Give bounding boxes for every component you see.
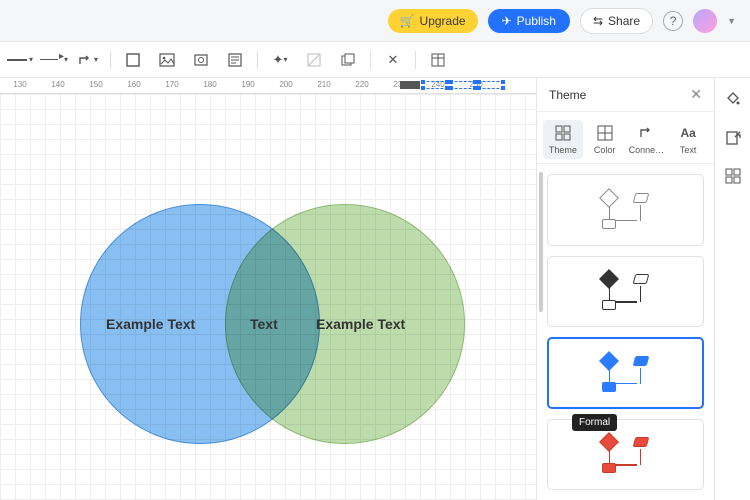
- ruler-tick: 180: [195, 80, 225, 89]
- tab-connector-label: Conne…: [629, 145, 665, 155]
- theme-list[interactable]: Formal: [537, 164, 714, 500]
- canvas[interactable]: Example Text Text Example Text: [0, 94, 536, 500]
- upgrade-label: Upgrade: [420, 14, 466, 28]
- upgrade-button[interactable]: 🛒 Upgrade: [388, 9, 478, 33]
- fill-icon[interactable]: [723, 90, 743, 110]
- tab-color-label: Color: [594, 145, 616, 155]
- note-tool[interactable]: [221, 47, 249, 73]
- ruler-tick: 130: [5, 80, 35, 89]
- theme-preview: [596, 189, 656, 231]
- main-area: 130140150160170180190200210220230240250 …: [0, 78, 750, 500]
- effects-tool[interactable]: ✦▾: [266, 47, 294, 73]
- ruler-tick: 190: [233, 80, 263, 89]
- theme-panel: Theme ✕ Theme Color Conne… Aa Text: [536, 78, 714, 500]
- separator: [110, 51, 111, 69]
- tab-theme-label: Theme: [549, 145, 577, 155]
- connector-tab-icon: [637, 124, 655, 142]
- tab-text[interactable]: Aa Text: [668, 120, 708, 159]
- color-icon: [596, 124, 614, 142]
- venn-label-right[interactable]: Example Text: [316, 316, 405, 332]
- scrollbar[interactable]: [539, 172, 543, 312]
- separator: [415, 51, 416, 69]
- theme-card-outline[interactable]: [547, 174, 704, 246]
- panel-header: Theme ✕: [537, 78, 714, 112]
- ruler-tick: 160: [119, 80, 149, 89]
- share-button[interactable]: ⇆ Share: [580, 8, 653, 34]
- connector-tool[interactable]: ▾: [74, 47, 102, 73]
- separator: [370, 51, 371, 69]
- send-icon: ✈: [502, 14, 512, 28]
- tab-theme[interactable]: Theme: [543, 120, 583, 159]
- cart-icon: 🛒: [400, 14, 415, 28]
- apps-icon[interactable]: [723, 166, 743, 186]
- square-icon: [125, 52, 141, 68]
- theme-icon: [554, 124, 572, 142]
- panel-tabs: Theme Color Conne… Aa Text: [537, 112, 714, 164]
- ruler-tick: 140: [43, 80, 73, 89]
- venn-label-left[interactable]: Example Text: [106, 316, 195, 332]
- help-icon[interactable]: ?: [663, 11, 683, 31]
- tab-connector[interactable]: Conne…: [627, 120, 667, 159]
- close-icon[interactable]: ✕: [690, 86, 702, 103]
- ruler-tick: 170: [157, 80, 187, 89]
- erase-tool[interactable]: [300, 47, 328, 73]
- note-icon: [227, 52, 243, 68]
- theme-card-formal[interactable]: Formal: [547, 419, 704, 491]
- theme-card-dark[interactable]: [547, 256, 704, 328]
- link-icon: [193, 52, 209, 68]
- ruler-tick: 220: [347, 80, 377, 89]
- canvas-area[interactable]: 130140150160170180190200210220230240250 …: [0, 78, 536, 500]
- tools-menu[interactable]: ✕: [379, 47, 407, 73]
- tab-text-label: Text: [680, 145, 697, 155]
- connector-icon: [78, 52, 94, 68]
- avatar[interactable]: [693, 9, 717, 33]
- line-style-tool[interactable]: ▾: [6, 47, 34, 73]
- erase-icon: [306, 52, 322, 68]
- publish-label: Publish: [517, 14, 556, 28]
- wrench-icon: ✕: [388, 52, 399, 68]
- share-icon: ⇆: [593, 14, 603, 28]
- layers-icon: [340, 52, 356, 68]
- ruler-tick: 210: [309, 80, 339, 89]
- tab-color[interactable]: Color: [585, 120, 625, 159]
- ruler-tick: 150: [81, 80, 111, 89]
- tooltip: Formal: [572, 414, 617, 431]
- theme-preview: [596, 433, 656, 475]
- grid-icon: [430, 52, 446, 68]
- ruler-tick: 200: [271, 80, 301, 89]
- toolbar: ▾ ▾ ▾ ✦▾ ✕: [0, 42, 750, 78]
- shape-tool[interactable]: [119, 47, 147, 73]
- theme-card-blue[interactable]: [547, 337, 704, 409]
- text-icon: Aa: [679, 124, 697, 142]
- theme-preview: [596, 270, 656, 312]
- image-icon: [159, 52, 175, 68]
- export-icon[interactable]: [723, 128, 743, 148]
- theme-preview: [596, 352, 656, 394]
- chevron-down-icon[interactable]: ▼: [727, 16, 736, 26]
- top-header: 🛒 Upgrade ✈ Publish ⇆ Share ? ▼: [0, 0, 750, 42]
- link-tool[interactable]: [187, 47, 215, 73]
- right-rail: [714, 78, 750, 500]
- table-tool[interactable]: [424, 47, 452, 73]
- separator: [257, 51, 258, 69]
- arrow-style-tool[interactable]: ▾: [40, 47, 68, 73]
- venn-label-middle[interactable]: Text: [250, 316, 278, 332]
- share-label: Share: [608, 14, 640, 28]
- image-tool[interactable]: [153, 47, 181, 73]
- sparkle-icon: ✦: [273, 52, 284, 68]
- panel-title: Theme: [549, 88, 586, 102]
- publish-button[interactable]: ✈ Publish: [488, 9, 570, 33]
- selection-handles[interactable]: [400, 81, 504, 89]
- venn-diagram[interactable]: Example Text Text Example Text: [80, 204, 480, 464]
- layers-tool[interactable]: [334, 47, 362, 73]
